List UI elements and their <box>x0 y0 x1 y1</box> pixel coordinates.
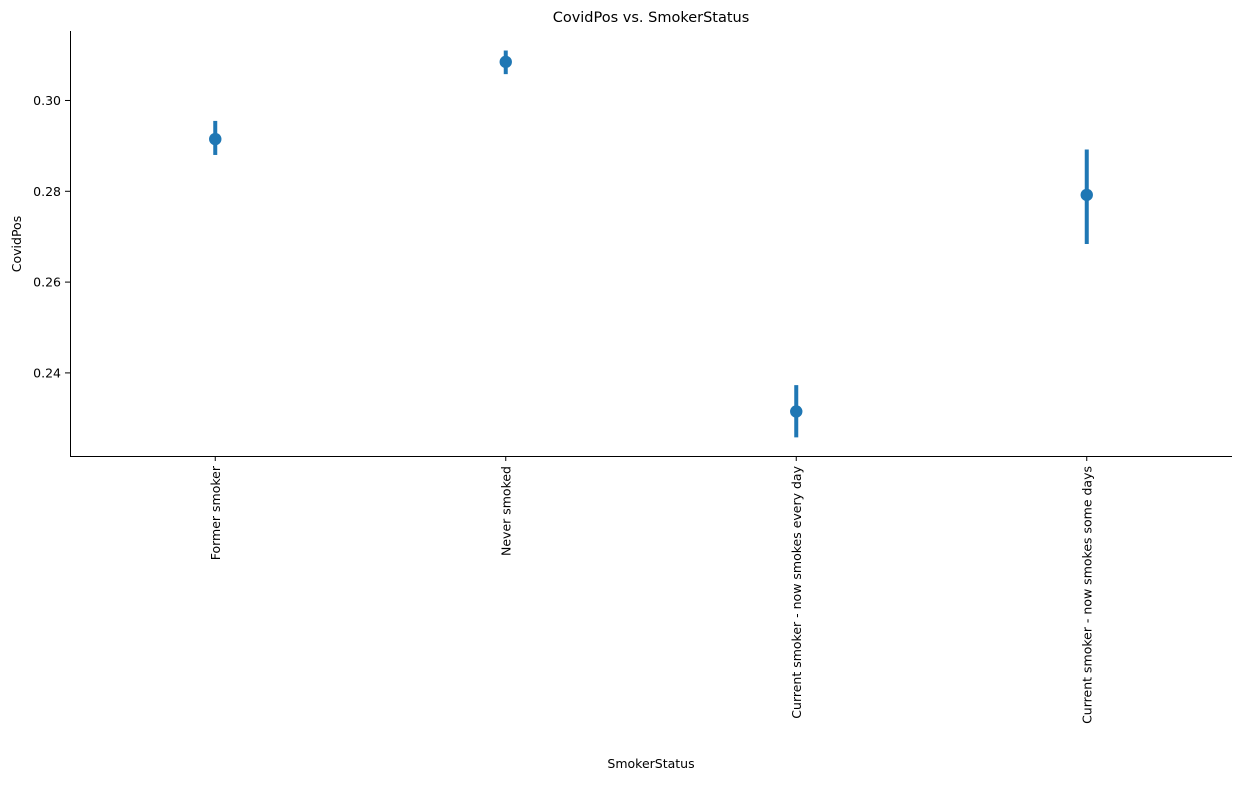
x-tick-label: Current smoker - now smokes every day <box>789 465 804 718</box>
chart-title: CovidPos vs. SmokerStatus <box>553 10 750 26</box>
data-point <box>209 132 222 146</box>
x-axis-label: SmokerStatus <box>607 756 694 771</box>
y-tick-label: 0.26 <box>33 275 61 290</box>
y-tick-label: 0.28 <box>33 184 61 199</box>
x-tick-label: Current smoker - now smokes some days <box>1079 466 1094 724</box>
series-marks <box>209 50 1093 438</box>
y-tick-label: 0.24 <box>33 365 61 380</box>
x-ticks: Former smoker Never smoked Current smoker … <box>208 456 1094 724</box>
x-tick-label: Former smoker <box>208 465 223 560</box>
data-point <box>1080 188 1093 202</box>
y-axis-label: CovidPos <box>9 216 24 272</box>
y-tick-label: 0.30 <box>33 93 61 108</box>
x-tick-label: Never smoked <box>498 466 513 556</box>
data-point <box>790 405 803 418</box>
y-ticks: 0.24 0.26 0.28 0.30 <box>33 93 70 380</box>
data-point <box>499 55 512 69</box>
